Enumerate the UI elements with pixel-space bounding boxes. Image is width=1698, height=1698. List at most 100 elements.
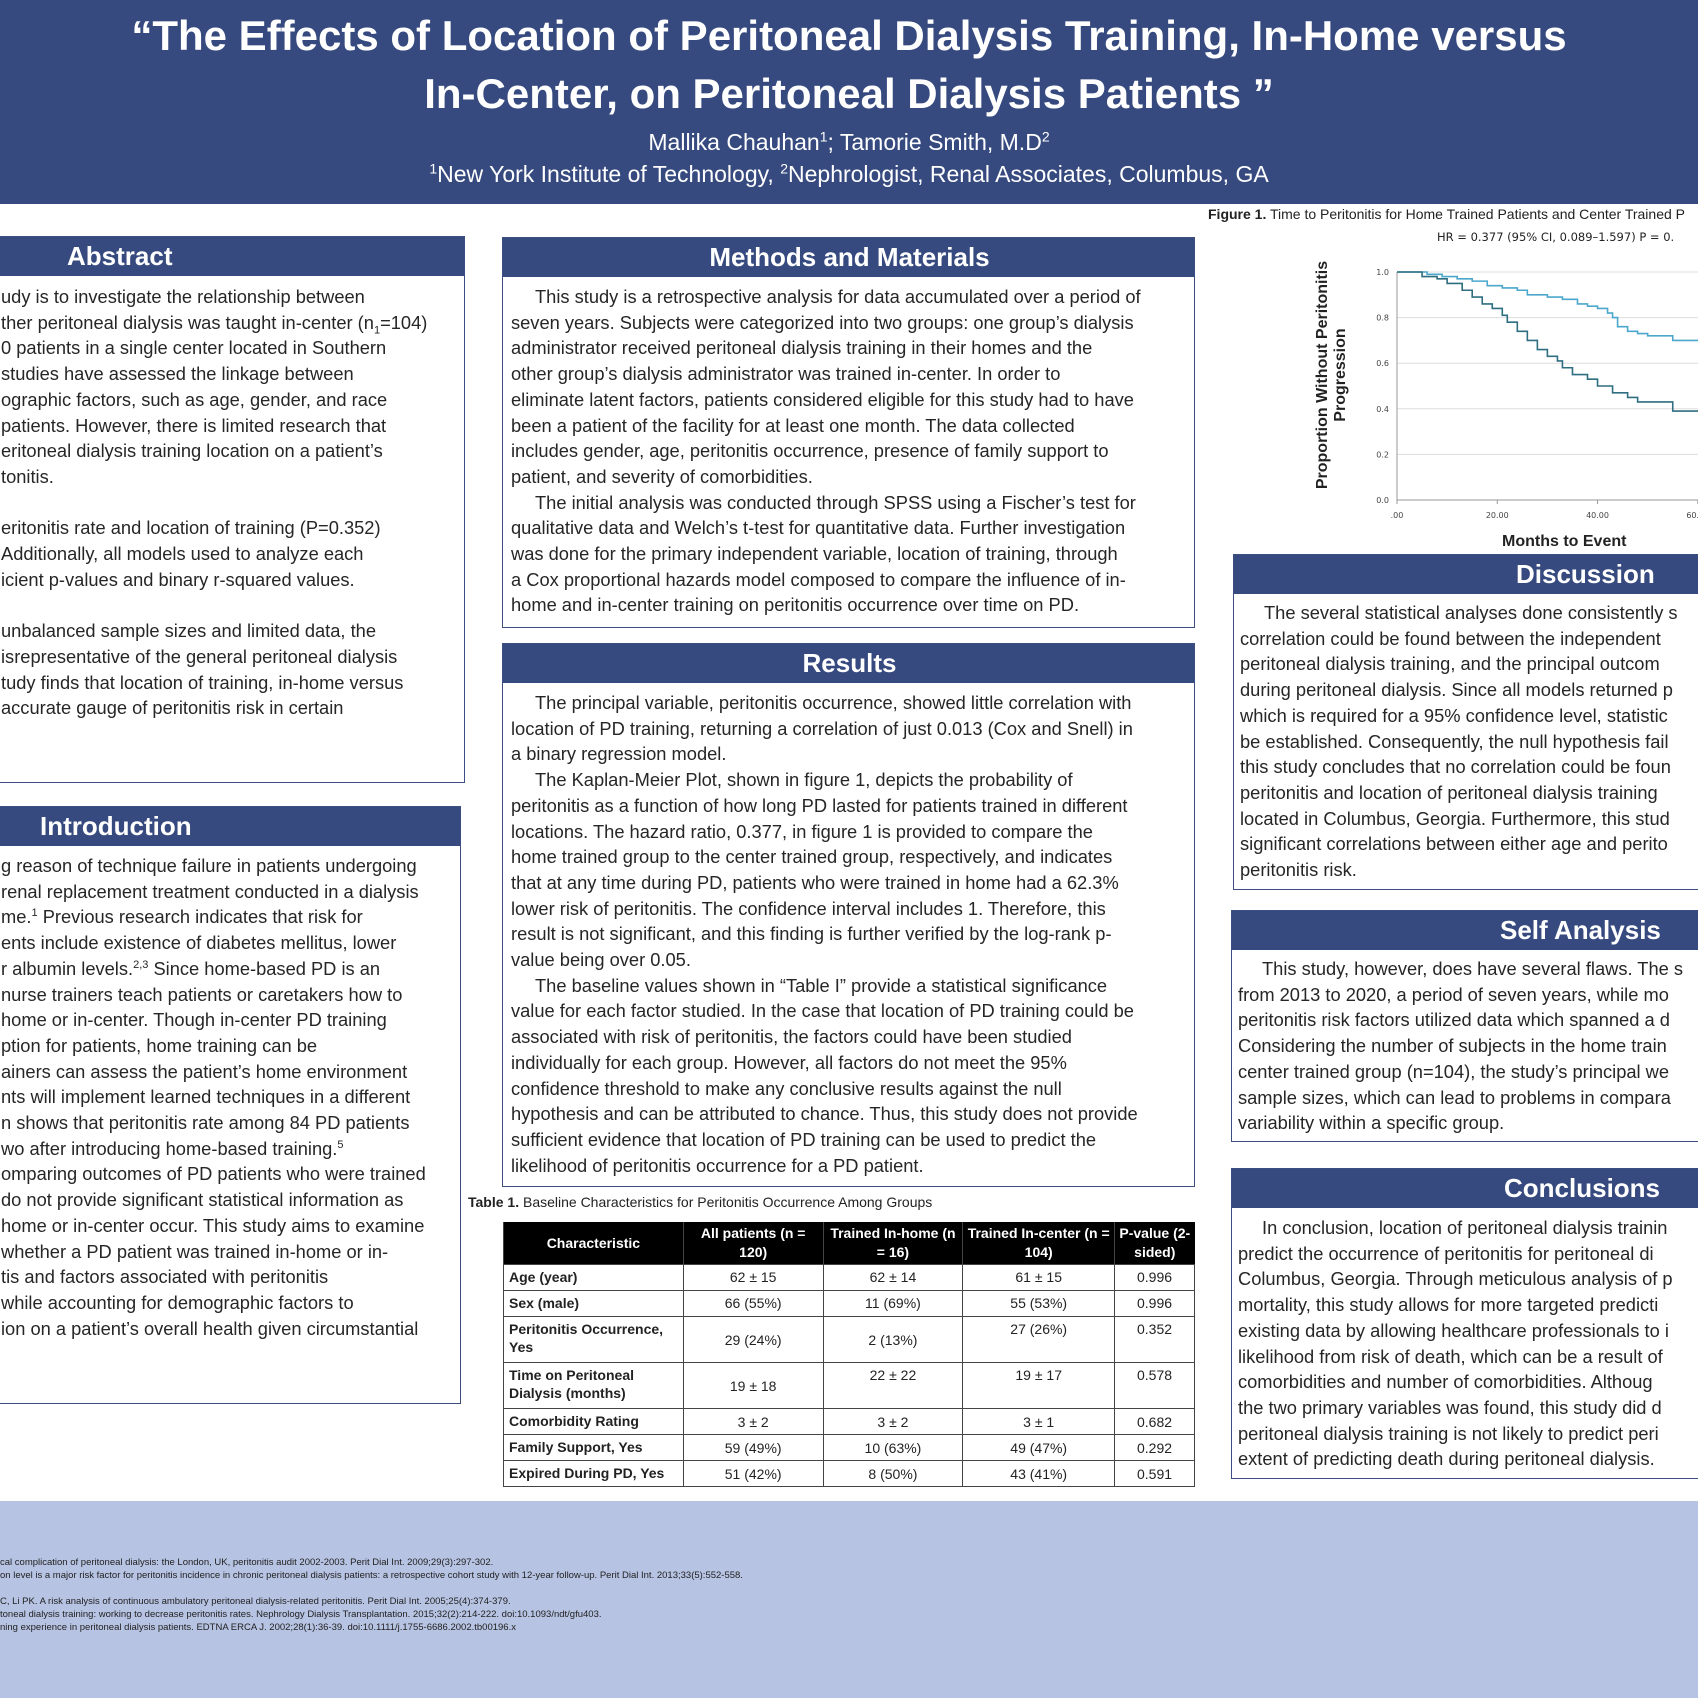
- discussion-line: correlation could be found between the i…: [1240, 627, 1661, 649]
- conclusions-heading: Conclusions: [1232, 1169, 1698, 1208]
- discussion-body: The several statistical analyses done co…: [1240, 600, 1678, 883]
- table-row: Time on Peritoneal Dialysis (months) 19 ±…: [503, 1362, 1195, 1409]
- results-line: home trained group to the center trained…: [511, 846, 1113, 868]
- methods-line: eliminate latent factors, patients consi…: [511, 388, 1134, 410]
- methods-line: qualitative data and Welch’s t-test for …: [511, 517, 1126, 539]
- self-analysis-panel: Self Analysis This study, however, does …: [1231, 910, 1698, 1142]
- table-header-cell: Trained In-home (n = 16): [822, 1222, 963, 1265]
- authors: Mallika Chauhan1; Tamorie Smith, M.D2: [0, 126, 1698, 158]
- self-analysis-line: from 2013 to 2020, a period of seven yea…: [1238, 983, 1669, 1005]
- conclusions-line: In conclusion, location of peritoneal di…: [1262, 1217, 1668, 1238]
- results-line: sufficient evidence that location of PD …: [511, 1128, 1097, 1150]
- discussion-line: peritonitis and location of peritoneal d…: [1240, 781, 1658, 803]
- self-analysis-line: This study, however, does have several f…: [1262, 958, 1684, 979]
- conclusions-line: comorbidities and number of comorbiditie…: [1238, 1371, 1653, 1393]
- abstract-line: eritoneal dialysis training location on …: [1, 440, 383, 462]
- km-series-line-1: [1397, 271, 1698, 342]
- x-tick-label: 40.00: [1586, 511, 1609, 520]
- results-line: individually for each group. However, al…: [511, 1051, 1067, 1073]
- y-tick-label: 1.0: [1376, 268, 1389, 277]
- results-line: likelihood of peritonitis occurrence for…: [511, 1154, 924, 1176]
- figure-caption: Figure 1. Time to Peritonitis for Home T…: [1208, 206, 1686, 222]
- results-line: lower risk of peritonitis. The confidenc…: [511, 897, 1106, 919]
- abstract-spacer: [1, 592, 427, 618]
- methods-line: a Cox proportional hazards model compose…: [511, 568, 1126, 590]
- affil-1-sup: 1: [429, 160, 438, 177]
- conclusions-line: extent of predicting death during perito…: [1238, 1448, 1655, 1470]
- discussion-line: which is required for a 95% confidence l…: [1240, 704, 1668, 726]
- table-row: Peritonitis Occurrence, Yes 29 (24%) 2 (13…: [503, 1316, 1195, 1363]
- results-line: confidence threshold to make any conclus…: [511, 1077, 1062, 1099]
- abstract-line: ther peritoneal dialysis was taught in-c…: [1, 311, 428, 337]
- methods-heading: Methods and Materials: [503, 238, 1194, 277]
- conclusions-line: predict the occurrence of peritonitis fo…: [1238, 1242, 1654, 1264]
- results-line: The Kaplan-Meier Plot, shown in figure 1…: [535, 769, 1073, 791]
- results-line: result is not significant, and this find…: [511, 923, 1112, 945]
- introduction-body: g reason of technique failure in patient…: [1, 853, 426, 1341]
- affil-2: Nephrologist, Renal Associates, Columbus…: [788, 161, 1269, 187]
- intro-line: me.1 Previous research indicates that ri…: [1, 906, 363, 928]
- results-line: value for each factor studied. In the ca…: [511, 1000, 1134, 1022]
- self-analysis-line: variability within a specific group.: [1238, 1112, 1505, 1134]
- abstract-line: patients. However, there is limited rese…: [1, 414, 387, 436]
- methods-line: patient, and severity of comorbidities.: [511, 465, 813, 487]
- discussion-line: during peritoneal dialysis. Since all mo…: [1240, 679, 1673, 701]
- intro-line: home or in-center. Though in-center PD t…: [1, 1009, 387, 1031]
- references-band: cal complication of peritoneal dialysis:…: [0, 1501, 1698, 1698]
- methods-line: seven years. Subjects were categorized i…: [511, 311, 1134, 333]
- results-line: value being over 0.05.: [511, 949, 691, 971]
- citation-sup: 2,3: [133, 958, 149, 971]
- results-body: The principal variable, peritonitis occu…: [511, 690, 1138, 1178]
- methods-body: This study is a retrospective analysis f…: [511, 284, 1141, 618]
- methods-line: home and in-center training on peritonit…: [511, 594, 1080, 616]
- intro-line: ion on a patient’s overall health given …: [1, 1317, 419, 1339]
- methods-line: includes gender, age, peritonitis occurr…: [511, 440, 1109, 462]
- discussion-line: significant correlations between either …: [1240, 833, 1668, 855]
- conclusions-line: peritoneal dialysis training is not like…: [1238, 1422, 1659, 1444]
- kaplan-meier-chart: 0.0 0.2 0.4 0.6 0.8 1.0 .00 20.00 40.00 60.00 HR =…: [1376, 230, 1698, 520]
- y-tick-label: 0.0: [1376, 496, 1389, 505]
- intro-line: n shows that peritonitis rate among 84 P…: [1, 1112, 410, 1134]
- conclusions-panel: Conclusions In conclusion, location of p…: [1231, 1168, 1698, 1479]
- y-tick-label: 0.6: [1376, 359, 1389, 368]
- results-line: locations. The hazard ratio, 0.377, in f…: [511, 820, 1093, 842]
- x-tick-label: 20.00: [1486, 511, 1509, 520]
- baseline-characteristics-table: Characteristic All patients (n = 120) Tr…: [503, 1222, 1195, 1487]
- abstract-spacer: [1, 490, 427, 516]
- y-tick-label: 0.4: [1376, 405, 1389, 414]
- results-line: The principal variable, peritonitis occu…: [535, 692, 1132, 713]
- intro-line: while accounting for demographic factors…: [1, 1291, 354, 1313]
- table-header-cell: P-value (2-sided): [1114, 1222, 1195, 1265]
- discussion-panel: Discussion The several statistical analy…: [1233, 554, 1698, 890]
- results-panel: Results The principal variable, peritoni…: [502, 643, 1195, 1187]
- abstract-heading: Abstract: [0, 237, 464, 276]
- results-line: that at any time during PD, patients who…: [511, 871, 1119, 893]
- table-caption: Table 1. Baseline Characteristics for Pe…: [468, 1194, 933, 1210]
- abstract-line: Additionally, all models used to analyze…: [1, 543, 364, 565]
- discussion-line: this study concludes that no correlation…: [1240, 756, 1671, 778]
- author-2-affil-sup: 2: [1041, 128, 1050, 145]
- discussion-line: The several statistical analyses done co…: [1264, 602, 1678, 623]
- affil-1: New York Institute of Technology,: [437, 161, 781, 187]
- discussion-line: located in Columbus, Georgia. Furthermor…: [1240, 807, 1670, 829]
- affiliations: 1New York Institute of Technology, 2Neph…: [0, 158, 1698, 190]
- introduction-heading: Introduction: [0, 807, 460, 846]
- abstract-line: accurate gauge of peritonitis risk in ce…: [1, 697, 344, 719]
- methods-line: administrator received peritoneal dialys…: [511, 337, 1093, 359]
- introduction-panel: Introduction g reason of technique failu…: [0, 806, 461, 1404]
- table-header-cell: All patients (n = 120): [682, 1222, 824, 1265]
- affil-2-sup: 2: [780, 160, 788, 177]
- poster-header: “The Effects of Location of Peritoneal D…: [0, 0, 1698, 204]
- intro-line: do not provide significant statistical i…: [1, 1189, 404, 1211]
- table-row: Age (year) 62 ± 15 62 ± 14 61 ± 15 0.996: [503, 1264, 1195, 1291]
- reference-line: toneal dialysis training: working to dec…: [0, 1609, 602, 1620]
- discussion-heading: Discussion: [1234, 555, 1698, 594]
- methods-panel: Methods and Materials This study is a re…: [502, 237, 1195, 628]
- km-series-line-2: [1397, 271, 1698, 412]
- results-line: location of PD training, returning a cor…: [511, 717, 1133, 739]
- abstract-line: tonitis.: [1, 465, 54, 487]
- n-subscript: 1: [373, 324, 381, 337]
- abstract-line: icient p-values and binary r-squared val…: [1, 568, 355, 590]
- self-analysis-line: sample sizes, which can lead to problems…: [1238, 1086, 1671, 1108]
- hazard-ratio-annotation: HR = 0.377 (95% CI, 0.089–1.597) P = 0.: [1437, 230, 1674, 244]
